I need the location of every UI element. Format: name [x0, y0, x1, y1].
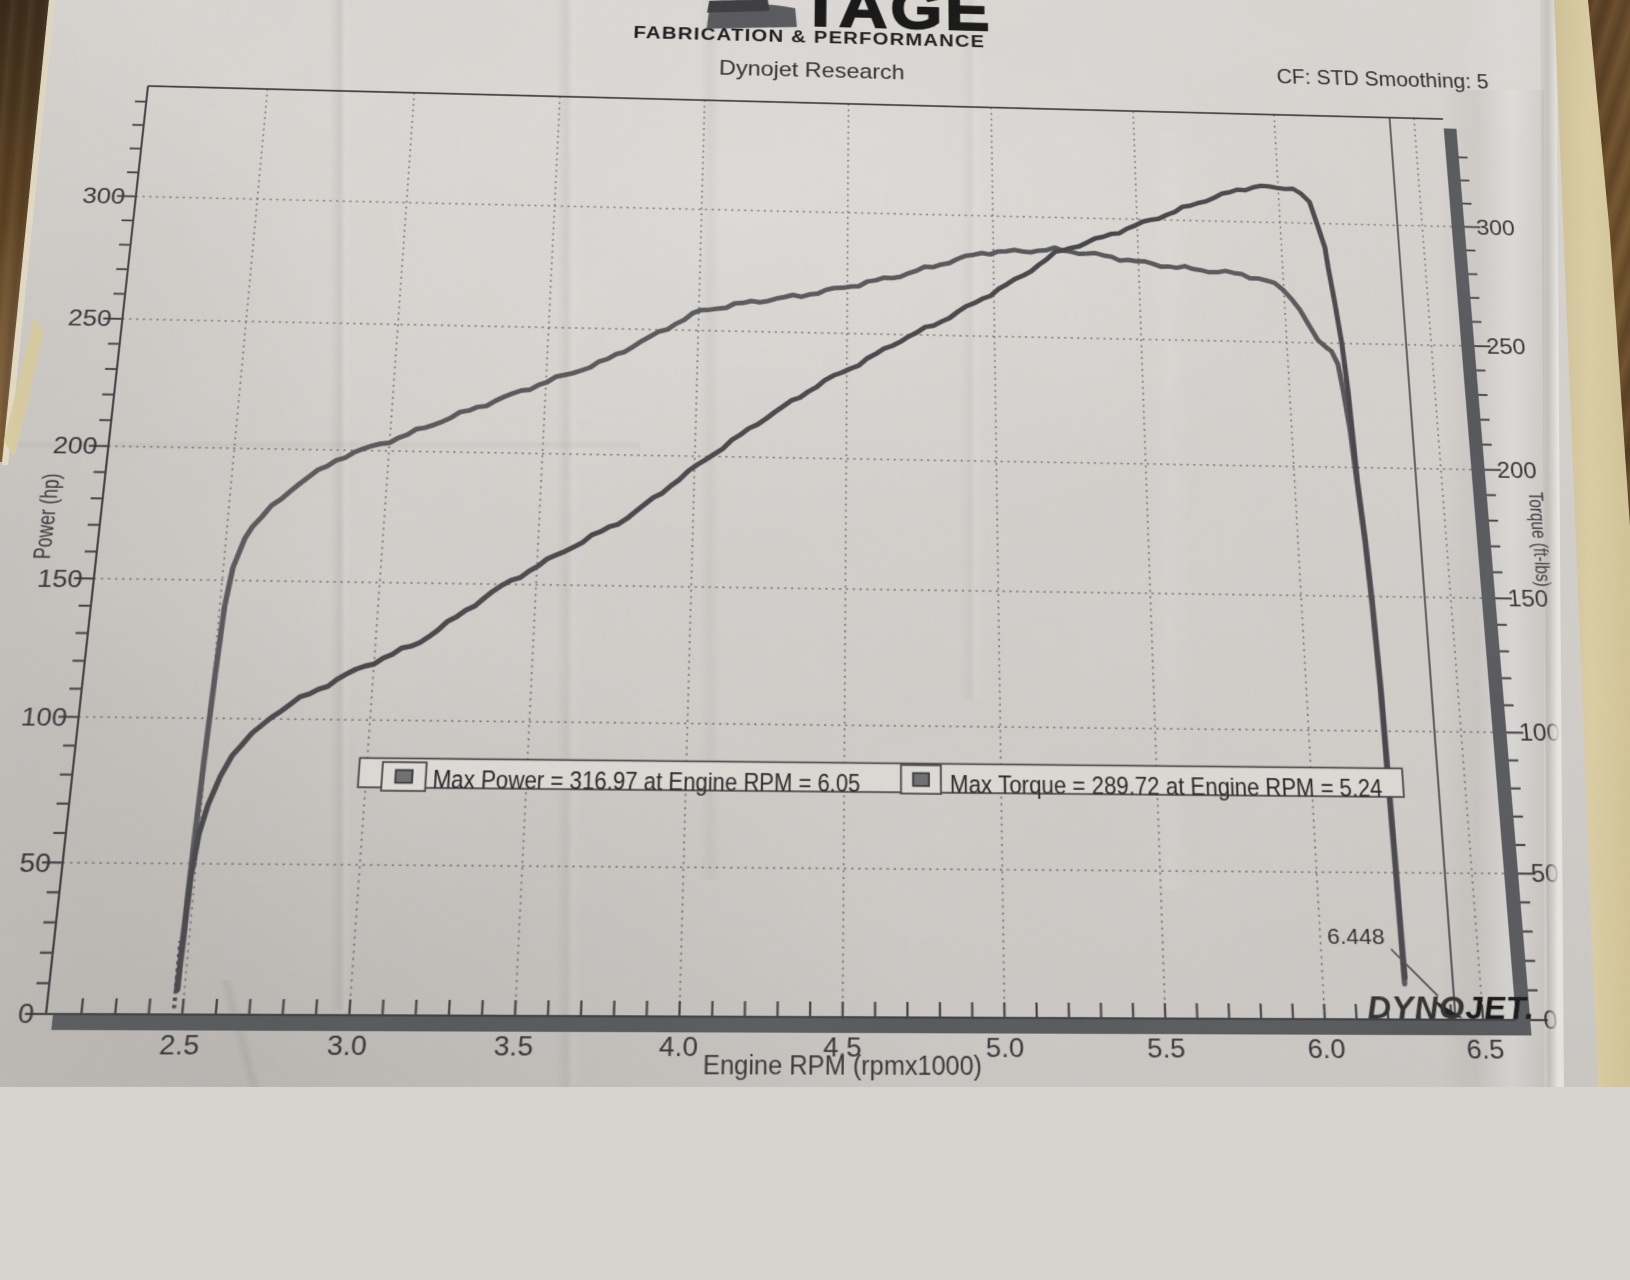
svg-text:Max Torque = 289.72 at Engine: Max Torque = 289.72 at Engine RPM = 5.24: [950, 771, 1384, 803]
svg-text:250: 250: [67, 305, 114, 332]
svg-text:5.5: 5.5: [1147, 1033, 1186, 1064]
svg-text:6.5: 6.5: [1466, 1034, 1506, 1064]
svg-text:DYNOJET.: DYNOJET.: [1366, 989, 1535, 1027]
svg-text:3.0: 3.0: [326, 1030, 368, 1061]
svg-text:Power (hp): Power (hp): [30, 473, 66, 559]
svg-text:CF: STD Smoothing: 5: CF: STD Smoothing: 5: [1276, 65, 1489, 93]
svg-text:200: 200: [51, 432, 99, 459]
svg-text:Dynojet Research: Dynojet Research: [719, 56, 905, 83]
svg-text:50: 50: [18, 847, 53, 877]
svg-text:150: 150: [1507, 586, 1550, 612]
svg-text:4.0: 4.0: [659, 1031, 699, 1062]
svg-text:3.5: 3.5: [493, 1030, 534, 1061]
svg-text:TAGE: TAGE: [800, 0, 993, 43]
svg-text:100: 100: [19, 702, 69, 731]
svg-text:Max Power = 316.97 at Engine R: Max Power = 316.97 at Engine RPM = 6.05: [432, 766, 861, 798]
svg-text:150: 150: [36, 564, 85, 592]
svg-text:0: 0: [16, 998, 36, 1029]
svg-text:300: 300: [81, 183, 127, 209]
svg-text:6.0: 6.0: [1307, 1033, 1347, 1064]
svg-text:300: 300: [1475, 216, 1516, 240]
svg-text:5.0: 5.0: [986, 1032, 1025, 1063]
svg-text:250: 250: [1485, 335, 1526, 360]
svg-text:6.448: 6.448: [1326, 924, 1385, 949]
svg-text:2.5: 2.5: [158, 1029, 201, 1060]
svg-text:Engine RPM (rpmx1000): Engine RPM (rpmx1000): [703, 1050, 983, 1082]
svg-text:200: 200: [1496, 458, 1538, 484]
